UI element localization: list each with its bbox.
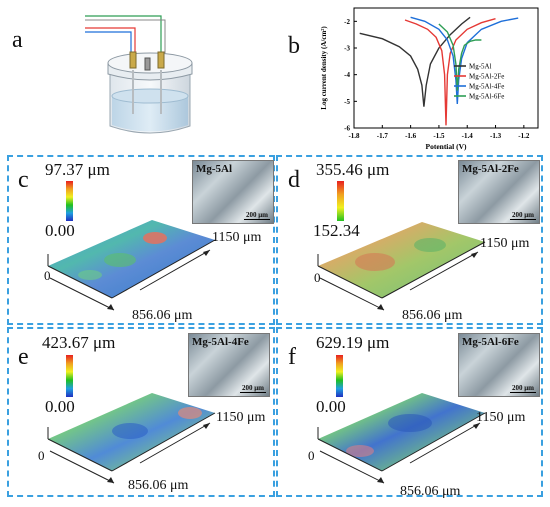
height-min-label: 0.00 xyxy=(45,221,75,240)
surface-topography-e xyxy=(47,393,216,484)
legend-entry: Mg-5Al-2Fe xyxy=(469,73,504,81)
x-tick-label: -1.5 xyxy=(433,132,445,140)
y-axis-label: Log current density (A/cm²) xyxy=(320,26,328,110)
plot-frame xyxy=(353,7,539,129)
sem-inset-image: Mg-5Al-2Fe 200 μm xyxy=(458,160,540,224)
y-tick-label: -3 xyxy=(344,45,350,53)
legend-entry: Mg-5Al xyxy=(469,63,492,71)
legend-entry: Mg-5Al-6Fe xyxy=(469,93,504,101)
height-max-label: 629.19 μm xyxy=(316,333,390,352)
height-colorbar xyxy=(336,355,343,397)
x-tick-label: -1.3 xyxy=(490,132,502,140)
axis-width-label: 1150 μm xyxy=(476,410,526,425)
panel-letter-f: f xyxy=(288,344,296,370)
panel-d-frame xyxy=(276,155,543,325)
panel-letter-d: d xyxy=(288,167,300,193)
y-tick-label: -2 xyxy=(344,18,350,26)
height-max-label: 355.46 μm xyxy=(316,160,390,179)
scale-bar: 200 μm xyxy=(239,384,266,393)
height-min-label: 0.00 xyxy=(316,397,346,416)
axis-width-label: 1150 μm xyxy=(216,410,266,425)
x-tick-label: -1.6 xyxy=(405,132,417,140)
y-tick-label: -6 xyxy=(344,125,350,133)
sem-inset-image: Mg-5Al 200 μm xyxy=(192,160,274,224)
scale-bar: 200 μm xyxy=(509,211,536,220)
panel-c-frame xyxy=(7,155,275,325)
series-line xyxy=(438,23,482,91)
axis-origin-label: 0 xyxy=(314,270,321,285)
height-colorbar xyxy=(337,181,344,221)
series-line xyxy=(410,16,519,105)
x-tick-label: -1.2 xyxy=(518,132,530,140)
axis-length-label: 856.06 μm xyxy=(402,308,463,323)
axis-origin-label: 0 xyxy=(308,448,315,463)
panel-f-frame xyxy=(276,327,543,497)
inset-title: Mg-5Al-4Fe xyxy=(192,336,249,348)
height-colorbar xyxy=(66,355,73,397)
polarization-chart: -1.8 -1.7 -1.6 -1.5 -1.4 -1.3 -1.2 -6 -5 -4 -3 -2 Po… xyxy=(320,7,539,151)
sem-inset-image: Mg-5Al-4Fe 200 μm xyxy=(188,333,270,397)
axis-width-label: 1150 μm xyxy=(212,230,262,245)
axis-length-label: 856.06 μm xyxy=(400,484,461,499)
panel-letter-a: a xyxy=(12,27,23,53)
axis-length-label: 856.06 μm xyxy=(132,308,193,323)
inset-title: Mg-5Al-6Fe xyxy=(462,336,519,348)
panel-e-frame xyxy=(7,327,275,497)
height-min-label: 152.34 xyxy=(313,221,360,240)
axis-origin-label: 0 xyxy=(38,448,45,463)
panel-letter-c: c xyxy=(18,167,29,193)
height-min-label: 0.00 xyxy=(45,397,75,416)
height-colorbar xyxy=(66,181,73,221)
x-tick-label: -1.4 xyxy=(462,132,474,140)
axis-width-label: 1150 μm xyxy=(480,236,530,251)
surface-topography-c xyxy=(47,220,216,311)
y-tick-label: -5 xyxy=(344,98,350,106)
x-tick-label: -1.7 xyxy=(377,132,389,140)
axis-length-label: 856.06 μm xyxy=(128,478,189,493)
surface-topography-d xyxy=(317,222,486,311)
scale-bar: 200 μm xyxy=(243,211,270,220)
electrochemical-cell-illustration xyxy=(85,15,193,134)
x-tick-label: -1.8 xyxy=(348,132,360,140)
series-line xyxy=(359,16,471,107)
y-tick-label: -4 xyxy=(344,71,350,79)
inset-title: Mg-5Al-2Fe xyxy=(462,163,519,175)
height-max-label: 97.37 μm xyxy=(45,160,110,179)
inset-title: Mg-5Al xyxy=(196,163,233,175)
series-line xyxy=(404,18,496,126)
sem-inset-image: Mg-5Al-6Fe 200 μm xyxy=(458,333,540,397)
surface-topography-f xyxy=(317,393,486,484)
panel-letter-e: e xyxy=(18,344,29,370)
panel-letter-b: b xyxy=(288,33,300,59)
height-max-label: 423.67 μm xyxy=(42,333,116,352)
axis-origin-label: 0 xyxy=(44,268,51,283)
x-axis-label: Potential (V) xyxy=(425,142,467,151)
scale-bar: 200 μm xyxy=(509,384,536,393)
legend-entry: Mg-5Al-4Fe xyxy=(469,83,504,91)
